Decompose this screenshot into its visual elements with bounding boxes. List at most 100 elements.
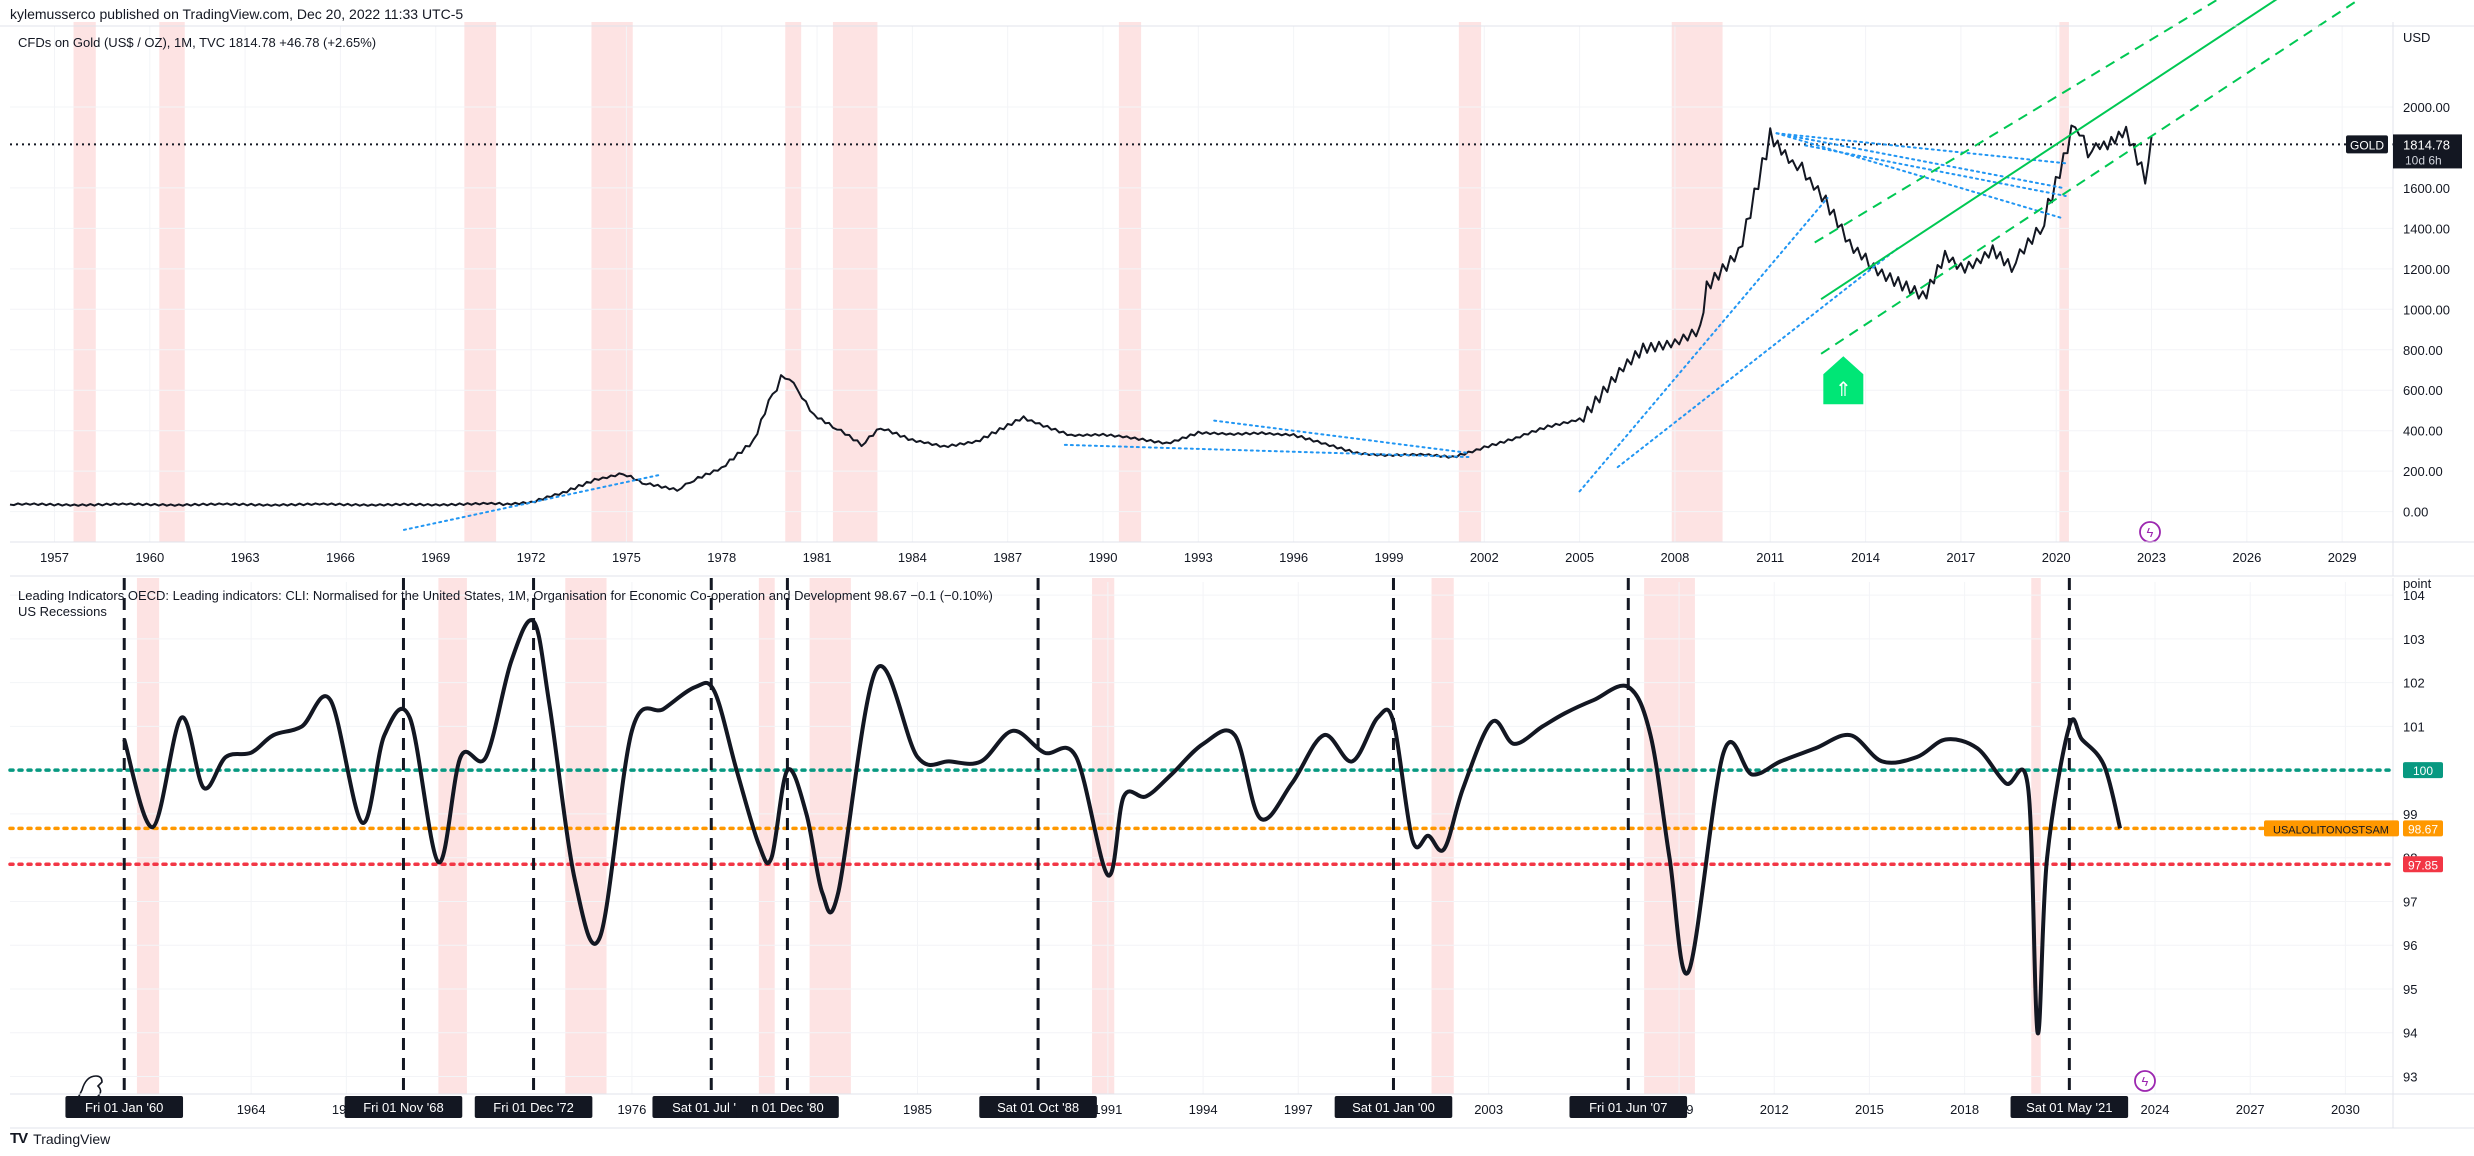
y-tick-label: 102 [2403, 676, 2425, 691]
x-tick-label: 1996 [1279, 550, 1308, 565]
level-tag-bg [2403, 820, 2443, 837]
recession-band [832, 22, 878, 542]
trendline-blue [1775, 132, 2070, 165]
y-tick-label: 97 [2403, 894, 2417, 909]
price-tag-countdown: 10d 6h [2405, 153, 2442, 167]
y-tick-label: 96 [2403, 938, 2417, 953]
x-tick-label: 2017 [1946, 550, 1975, 565]
layer-lines [8, 143, 2395, 1094]
y-tick-label: 1200.00 [2403, 262, 2450, 277]
tradingview-brand: TradingView [33, 1130, 111, 1147]
x-tick-label: 1964 [237, 1102, 266, 1117]
x-tick-label: 1997 [1284, 1102, 1313, 1117]
recession-band [1644, 578, 1695, 1094]
date-marker-bg [1569, 1096, 1688, 1118]
recession-band [809, 578, 851, 1094]
x-tick-label: 2012 [1760, 1102, 1789, 1117]
x-tick-label: 2024 [2141, 1102, 2170, 1117]
series-name-tag-bg [2264, 820, 2399, 837]
y-tick-label: 103 [2403, 632, 2425, 647]
date-marker-label: Fri 01 Dec '72 [493, 1100, 574, 1115]
x-tick-label: 1963 [231, 550, 260, 565]
x-tick-label: 1985 [903, 1102, 932, 1117]
layer-axis: 0.00 200.00 400.00 600.00 800.00 1000.00 1200.… [0, 22, 2474, 1129]
up-arrow-badge: ⇑ [1823, 356, 1864, 405]
y-tick-label: 94 [2403, 1026, 2417, 1041]
x-tick-label: 1990 [1089, 550, 1118, 565]
layer-text: CFDs on Gold (US$ / OZ), 1M, TVC 1814.78… [18, 35, 993, 619]
publish-header: kylemusserco published on TradingView.co… [10, 6, 464, 22]
date-marker-bg [2010, 1096, 2129, 1118]
layer-bands [73, 22, 2069, 1094]
y-tick-label: 800.00 [2403, 343, 2443, 358]
recession-band [73, 22, 96, 542]
x-tick-label: 2023 [2137, 550, 2166, 565]
trendline-blue [1775, 132, 2064, 189]
recession-band [785, 22, 802, 542]
trendline-blue [1775, 132, 2064, 220]
x-tick-label: 2015 [1855, 1102, 1884, 1117]
tradingview-footer[interactable]: TV TradingView [10, 1130, 110, 1147]
gold-tag-label: GOLD [2350, 138, 2384, 152]
y-tick-label: 101 [2403, 719, 2425, 734]
x-tick-label: 1969 [421, 550, 450, 565]
recession-band [136, 578, 160, 1094]
date-marker-label: Fri 01 Nov '68 [363, 1100, 444, 1115]
date-marker-label: n 01 Dec '80 [751, 1100, 824, 1115]
date-marker-bg [979, 1096, 1097, 1118]
x-tick-label: 2018 [1950, 1102, 1979, 1117]
recession-band [1092, 578, 1115, 1094]
recession-band [1458, 22, 1482, 542]
x-tick-label: 2030 [2331, 1102, 2360, 1117]
y-tick-label: 99 [2403, 807, 2417, 822]
y-tick-label: 104 [2403, 588, 2425, 603]
date-marker-bg [1334, 1096, 1453, 1118]
date-marker-bg [474, 1096, 593, 1118]
x-tick-label: 1994 [1189, 1102, 1218, 1117]
cli-series-line [122, 618, 2123, 1036]
x-tick-label: 1999 [1375, 550, 1404, 565]
lightning-glyph: ϟ [2142, 1074, 2149, 1089]
recession-band [758, 578, 775, 1094]
recession-band [438, 578, 467, 1094]
trendline-blue [1213, 419, 1470, 454]
trendline-blue [1616, 247, 1899, 469]
x-tick-label: 1981 [803, 550, 832, 565]
date-marker-label: Sat 01 Jan '00 [1352, 1100, 1435, 1115]
x-tick-label: 2003 [1474, 1102, 1503, 1117]
recession-band [1671, 22, 1723, 542]
recession-band [1118, 22, 1142, 542]
y-tick-label: 95 [2403, 982, 2417, 997]
date-marker-label: Fri 01 Jun '07 [1589, 1100, 1667, 1115]
date-marker-label: Sat 01 May '21 [2026, 1100, 2112, 1115]
y-tick-label: 0.00 [2403, 505, 2428, 520]
x-tick-label: 1975 [612, 550, 641, 565]
channel-lower-line [1820, 0, 2360, 355]
x-tick-label: 2005 [1565, 550, 1594, 565]
price-tag-bg [2393, 134, 2462, 169]
x-tick-label: 2002 [1470, 550, 1499, 565]
lightning-glyph: ϟ [2147, 525, 2154, 540]
level-tag-value: 97.85 [2408, 858, 2438, 872]
trendline-blue [1063, 443, 1470, 459]
x-tick-label: 2027 [2236, 1102, 2265, 1117]
legend-title-cli: Leading Indicators OECD: Leading indicat… [18, 588, 993, 603]
gold-price-line [9, 124, 2153, 507]
y-tick-label: 2000.00 [2403, 100, 2450, 115]
recession-band [464, 22, 497, 542]
x-tick-label: 2020 [2042, 550, 2071, 565]
legend-sub-recessions: US Recessions [18, 604, 107, 619]
x-tick-label: 1960 [135, 550, 164, 565]
x-tick-label: 1957 [40, 550, 69, 565]
y-tick-label: 600.00 [2403, 383, 2443, 398]
x-tick-label: 2029 [2328, 550, 2357, 565]
x-tick-label: 1972 [517, 550, 546, 565]
x-tick-label: 1993 [1184, 550, 1213, 565]
date-marker-label: Fri 01 Jan '60 [85, 1100, 163, 1115]
date-marker-label: Sat 01 Oct '88 [997, 1100, 1079, 1115]
trendline-blue [402, 474, 660, 531]
x-tick-label: 1987 [993, 550, 1022, 565]
recession-band [591, 22, 633, 542]
